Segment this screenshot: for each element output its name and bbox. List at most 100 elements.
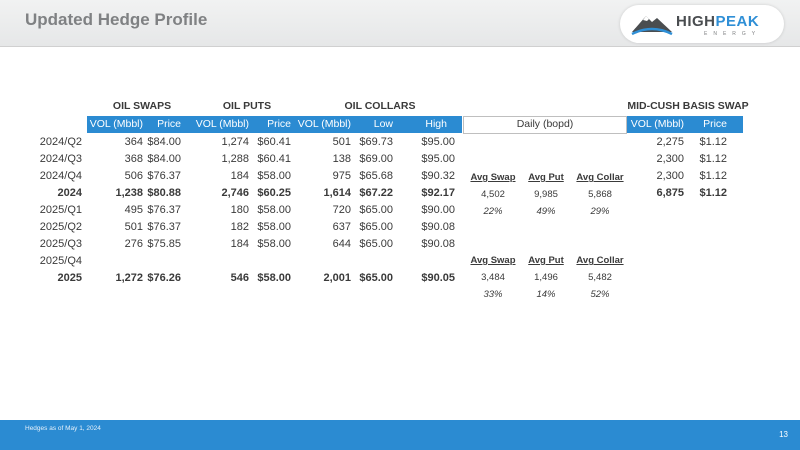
page-number: 13: [779, 430, 788, 439]
basis-header-bar: [626, 116, 743, 133]
cell-put-price: $58.00: [257, 221, 291, 233]
cell-period: 2025/Q1: [39, 204, 82, 216]
cell-swap-price: $76.37: [147, 170, 181, 182]
mountain-logo-icon: [631, 16, 673, 36]
column-header-bar: [87, 116, 462, 133]
cell-put-price: $60.25: [257, 187, 291, 199]
cell-basis-vol: [626, 269, 684, 287]
cell-put-price: $58.00: [257, 204, 291, 216]
cell-collar-vol: 637: [332, 221, 351, 233]
cell-period: 2024/Q2: [39, 136, 82, 148]
cell-period: 2025/Q2: [39, 221, 82, 233]
cell-collar-vol: 975: [332, 170, 351, 182]
cell-period: 2025: [57, 272, 82, 284]
cell-collar-vol: 501: [332, 136, 351, 148]
daily-2025-put-pct: 14%: [536, 289, 556, 300]
cell-basis-vol: 6,875: [656, 187, 684, 199]
daily-2024-put-pct: 49%: [536, 206, 556, 217]
cell-put-vol: 182: [230, 221, 249, 233]
cell-basis-price: [684, 235, 727, 253]
daily-2024-head-collar: Avg Collar: [576, 172, 624, 183]
cell-collar-high: $90.05: [421, 272, 455, 284]
cell-swap-price: $76.37: [147, 204, 181, 216]
daily-2025-swap-pct: 33%: [483, 289, 503, 300]
cell-basis-vol: [626, 218, 684, 236]
cell-put-vol: 2,746: [221, 187, 249, 199]
cell-collar-low: $69.00: [359, 153, 393, 165]
cell-collar-vol: [291, 252, 351, 270]
cell-period: 2025/Q4: [39, 255, 82, 267]
cell-swap-vol: 276: [124, 238, 143, 250]
cell-basis-price: [684, 252, 727, 270]
cell-basis-vol: 2,300: [656, 153, 684, 165]
col-basis-vol: VOL (Mbbl): [630, 118, 684, 130]
daily-2025-put: 1,496: [534, 272, 558, 283]
logo-wordmark: HIGHPEAK: [676, 13, 760, 30]
cell-put-price: $58.00: [257, 238, 291, 250]
cell-collar-high: $92.17: [421, 187, 455, 199]
daily-header-box: [463, 116, 627, 134]
cell-collar-vol: 720: [332, 204, 351, 216]
daily-2025-head-swap: Avg Swap: [470, 255, 516, 266]
cell-swap-price: $84.00: [147, 153, 181, 165]
cell-put-vol: [181, 252, 249, 270]
cell-collar-high: $90.00: [421, 204, 455, 216]
group-oil-swaps: OIL SWAPS: [112, 100, 172, 112]
cell-collar-vol: 138: [332, 153, 351, 165]
cell-collar-low: [351, 252, 393, 270]
cell-put-price: $60.41: [257, 153, 291, 165]
cell-collar-low: $67.22: [359, 187, 393, 199]
group-oil-collars: OIL COLLARS: [344, 100, 416, 112]
group-basis-swap: MID-CUSH BASIS SWAP: [627, 100, 749, 112]
daily-2024-head-swap: Avg Swap: [470, 172, 516, 183]
daily-2024-put: 9,985: [534, 189, 558, 200]
cell-swap-vol: 368: [124, 153, 143, 165]
col-collar-low: Low: [373, 118, 393, 130]
daily-2025-swap: 3,484: [481, 272, 505, 283]
daily-2025-collar-pct: 52%: [590, 289, 610, 300]
cell-put-vol: 180: [230, 204, 249, 216]
col-daily-bopd: Daily (bopd): [516, 118, 574, 130]
daily-2025-collar: 5,482: [588, 272, 612, 283]
col-swap-price: Price: [157, 118, 181, 130]
cell-swap-vol: [87, 252, 143, 270]
cell-swap-vol: 1,238: [115, 187, 143, 199]
cell-collar-low: $65.00: [359, 238, 393, 250]
cell-collar-low: $69.73: [359, 136, 393, 148]
cell-period: 2025/Q3: [39, 238, 82, 250]
cell-put-vol: 184: [230, 170, 249, 182]
cell-collar-high: $95.00: [421, 136, 455, 148]
daily-2024-collar-pct: 29%: [590, 206, 610, 217]
slide-footer: [0, 420, 800, 450]
cell-basis-vol: [626, 252, 684, 270]
cell-basis-vol: [626, 235, 684, 253]
col-collar-vol: VOL (Mbbl): [297, 118, 351, 130]
footnote: Hedges as of May 1, 2024: [25, 425, 101, 432]
cell-collar-high: $95.00: [421, 153, 455, 165]
col-swap-vol: VOL (Mbbl): [89, 118, 143, 130]
cell-collar-high: $90.08: [421, 221, 455, 233]
cell-basis-vol: 2,275: [656, 136, 684, 148]
cell-put-price: $60.41: [257, 136, 291, 148]
cell-basis-price: $1.12: [699, 187, 727, 199]
cell-collar-high: $90.08: [421, 238, 455, 250]
logo-subtitle: ENERGY: [704, 31, 762, 37]
cell-swap-price: $80.88: [147, 187, 181, 199]
cell-basis-price: [684, 218, 727, 236]
cell-collar-high: [393, 252, 455, 270]
cell-swap-vol: 364: [124, 136, 143, 148]
cell-basis-price: $1.12: [699, 153, 727, 165]
cell-put-price: $58.00: [257, 170, 291, 182]
col-basis-price: Price: [703, 118, 727, 130]
cell-collar-low: $65.00: [359, 272, 393, 284]
slide-title: Updated Hedge Profile: [25, 10, 208, 29]
cell-put-price: $58.00: [257, 272, 291, 284]
cell-basis-vol: [626, 201, 684, 219]
cell-swap-price: $84.00: [147, 136, 181, 148]
cell-put-vol: 1,288: [221, 153, 249, 165]
daily-2024-swap-pct: 22%: [483, 206, 503, 217]
daily-2024-head-put: Avg Put: [528, 172, 564, 183]
cell-swap-price: $76.37: [147, 221, 181, 233]
cell-swap-vol: 495: [124, 204, 143, 216]
cell-swap-vol: 501: [124, 221, 143, 233]
